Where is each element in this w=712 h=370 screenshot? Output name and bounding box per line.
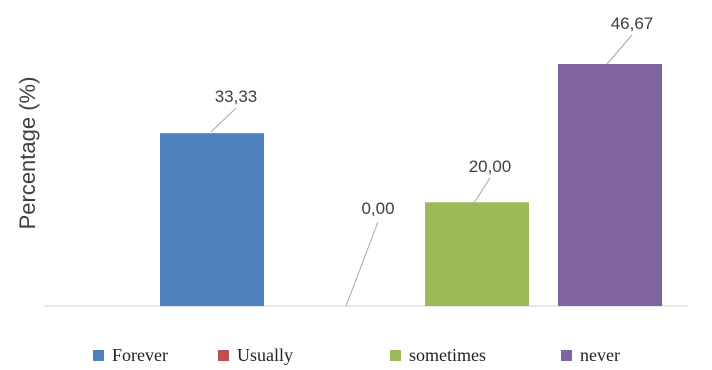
leader-line-usually: [345, 221, 379, 307]
data-label-never: 46,67: [611, 14, 654, 33]
leader-line-forever: [210, 107, 237, 133]
legend-label-forever: Forever: [112, 345, 168, 365]
y-axis-label: Percentage (%): [15, 77, 40, 230]
data-label-forever: 33,33: [215, 87, 258, 106]
data-labels-group: 33,33 0,00 20,00 46,67: [210, 14, 654, 307]
legend-swatch-sometimes: [390, 350, 401, 361]
legend-swatch-forever: [93, 350, 104, 361]
bars-group: [160, 64, 662, 306]
legend-label-sometimes: sometimes: [409, 345, 486, 365]
bar-sometimes: [425, 202, 529, 306]
bar-forever: [160, 133, 264, 306]
data-label-usually: 0,00: [361, 199, 394, 218]
bar-never: [558, 64, 662, 306]
legend: Forever Usually sometimes never: [93, 345, 620, 365]
legend-label-usually: Usually: [237, 345, 293, 365]
legend-swatch-never: [561, 350, 572, 361]
legend-label-never: never: [580, 345, 620, 365]
data-label-sometimes: 20,00: [469, 157, 512, 176]
legend-swatch-usually: [218, 350, 229, 361]
leader-line-never: [606, 34, 633, 65]
leader-line-sometimes: [473, 177, 491, 204]
